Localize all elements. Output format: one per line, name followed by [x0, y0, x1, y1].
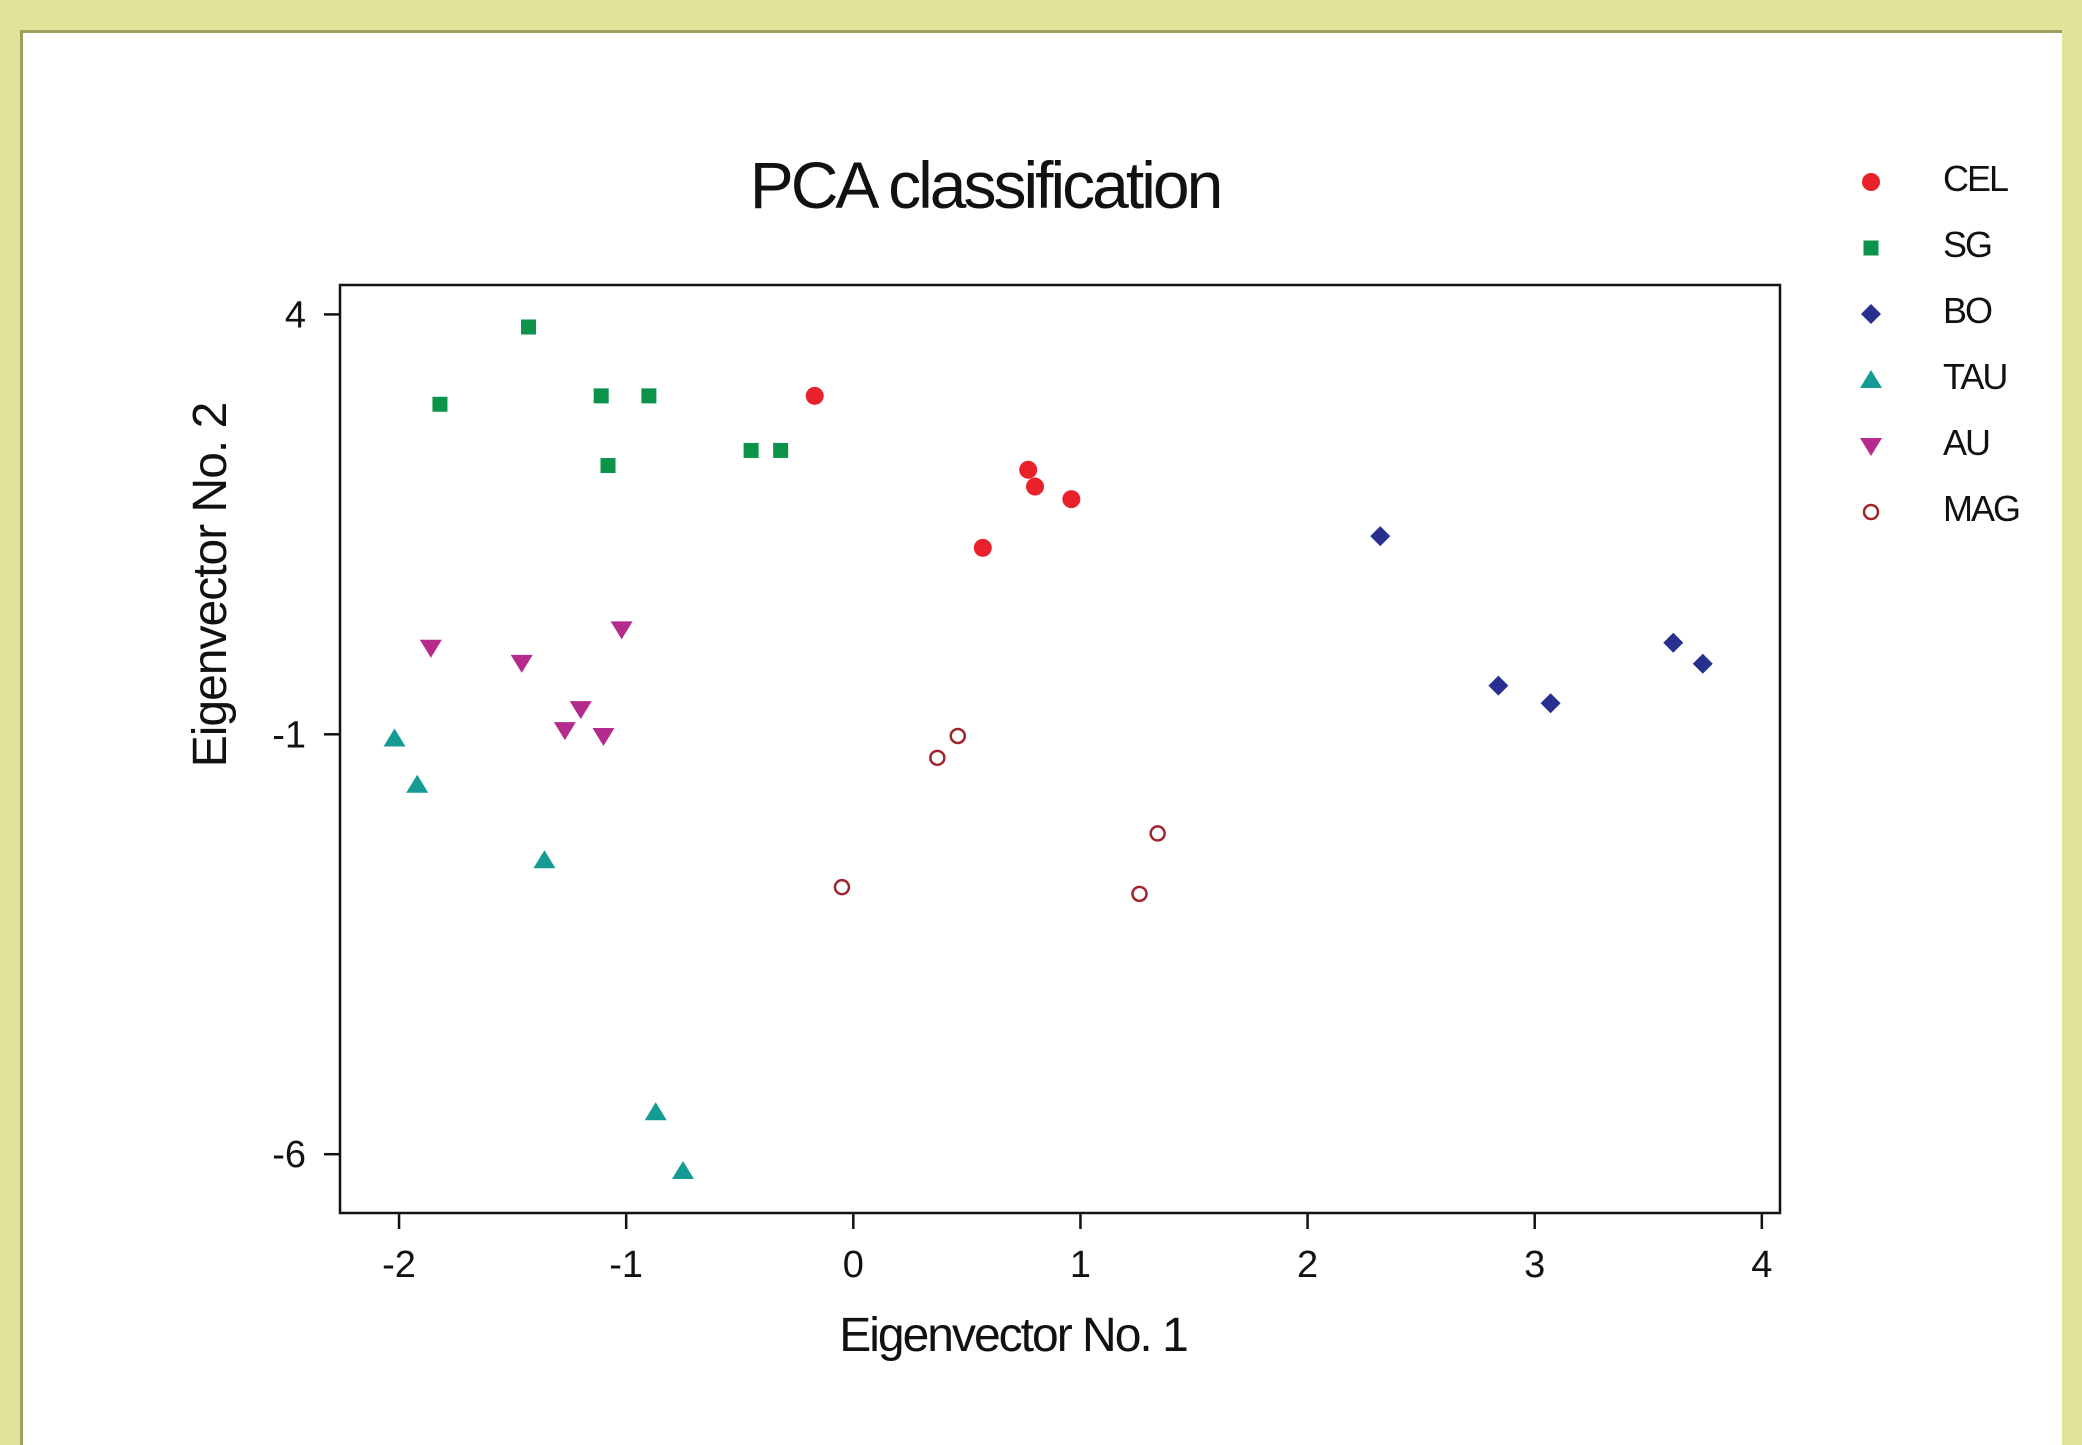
- point-cel: [973, 538, 992, 557]
- point-cel: [1062, 490, 1081, 509]
- legend-label-mag: MAG: [1943, 488, 2019, 529]
- legend-label-bo: BO: [1943, 290, 1992, 331]
- point-tau: [671, 1161, 694, 1180]
- point-cel: [1019, 460, 1038, 479]
- point-bo: [1488, 675, 1509, 696]
- legend-marker-au: [1860, 438, 1882, 456]
- x-tick-label: -2: [382, 1244, 416, 1286]
- x-axis-title: Eigenvector No. 1: [839, 1309, 1187, 1362]
- point-bo: [1370, 526, 1391, 547]
- point-bo: [1663, 632, 1684, 653]
- y-tick-label: 4: [285, 294, 306, 336]
- point-tau: [383, 728, 406, 747]
- point-sg: [593, 388, 609, 404]
- legend-marker-mag: [1862, 503, 1880, 521]
- chart-title: PCA classification: [750, 148, 1221, 222]
- x-tick-label: 4: [1751, 1244, 1772, 1286]
- legend-marker-tau: [1860, 370, 1882, 388]
- series-mag: [833, 727, 1166, 903]
- point-au: [553, 722, 576, 741]
- point-sg: [521, 319, 537, 335]
- point-sg: [600, 458, 616, 474]
- point-cel: [1026, 477, 1045, 496]
- x-tick-label: 0: [843, 1244, 864, 1286]
- plot-border: [338, 283, 1782, 1215]
- y-tick-label: -1: [272, 714, 306, 756]
- point-sg: [743, 442, 759, 458]
- point-tau: [644, 1102, 667, 1121]
- legend-label-sg: SG: [1943, 224, 1991, 265]
- point-mag: [1149, 825, 1166, 842]
- legend: CEL SG BO TAU AU MAG: [1860, 158, 2021, 529]
- series-bo: [1370, 526, 1713, 714]
- point-au: [592, 727, 615, 746]
- point-tau: [533, 850, 556, 869]
- point-au: [569, 701, 592, 720]
- series-tau: [383, 728, 694, 1180]
- series-sg: [432, 319, 789, 474]
- pca-scatter-chart: PCA classification -2 -1 0 1 2 3 4 4 -1 -6 CEL SG B…: [184, 148, 2021, 1362]
- point-mag: [1131, 885, 1148, 903]
- series-cel: [805, 386, 1081, 557]
- legend-marker-cel: [1862, 173, 1880, 191]
- x-tick-label: -1: [609, 1244, 643, 1286]
- point-au: [610, 621, 633, 640]
- point-mag: [949, 727, 967, 745]
- plot-area: -2 -1 0 1 2 3 4 4 -1 -6: [272, 283, 1782, 1286]
- legend-label-cel: CEL: [1943, 158, 2008, 199]
- y-tick-label: -6: [272, 1134, 306, 1176]
- series-au: [419, 621, 633, 746]
- point-au: [419, 639, 442, 658]
- y-axis-title: Eigenvector No. 2: [184, 403, 237, 768]
- legend-label-tau: TAU: [1943, 356, 2006, 397]
- chart-frame: PCA classification -2 -1 0 1 2 3 4 4 -1 -6 CEL SG B…: [20, 30, 2062, 1445]
- point-mag: [929, 749, 946, 767]
- x-tick-label: 3: [1524, 1244, 1545, 1286]
- point-bo: [1692, 653, 1713, 674]
- point-sg: [432, 396, 448, 412]
- x-tick-label: 1: [1070, 1244, 1091, 1286]
- point-tau: [406, 774, 429, 793]
- point-sg: [641, 388, 657, 404]
- point-mag: [833, 878, 851, 896]
- x-tick-label: 2: [1297, 1244, 1318, 1286]
- point-cel: [805, 386, 824, 405]
- legend-label-au: AU: [1943, 422, 1989, 463]
- legend-marker-sg: [1863, 240, 1879, 256]
- point-sg: [773, 442, 789, 458]
- point-bo: [1540, 693, 1561, 714]
- legend-marker-bo: [1861, 304, 1881, 324]
- point-au: [510, 654, 533, 673]
